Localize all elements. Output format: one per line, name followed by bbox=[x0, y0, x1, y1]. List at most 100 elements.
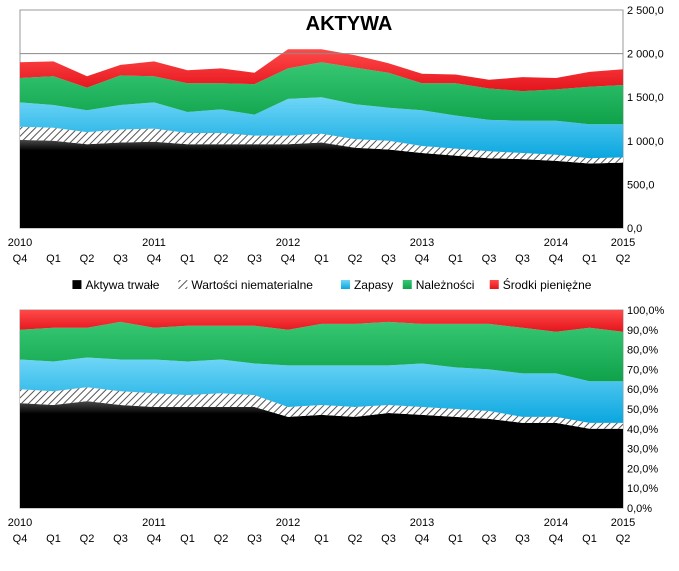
top-x-quarter-label: Q4 bbox=[147, 253, 162, 265]
legend-label: Należności bbox=[416, 278, 475, 292]
bottom-y-tick-label: 50,0% bbox=[627, 404, 658, 416]
bottom-x-quarter-label: Q2 bbox=[214, 533, 229, 545]
top-y-tick-label: 2 000,0 bbox=[627, 49, 664, 61]
bottom-x-quarter-label: Q3 bbox=[113, 533, 128, 545]
legend-swatch bbox=[72, 280, 82, 289]
legend-item-naleznosci: Należności bbox=[402, 278, 475, 292]
bottom-x-quarter-label: Q1 bbox=[582, 533, 597, 545]
top-area-zapasy bbox=[20, 97, 623, 159]
top-y-tick-label: 1 000,0 bbox=[627, 136, 664, 148]
legend-swatch bbox=[402, 280, 412, 289]
top-x-year-label: 2012 bbox=[276, 237, 300, 249]
bottom-x-quarter-label: Q4 bbox=[13, 533, 28, 545]
bottom-x-quarter-label: Q1 bbox=[314, 533, 329, 545]
top-areas bbox=[20, 49, 623, 228]
legend-label: Zapasy bbox=[354, 278, 393, 292]
top-x-year-label: 2015 bbox=[611, 237, 635, 249]
bottom-y-tick-label: 40,0% bbox=[627, 424, 658, 436]
bottom-y-tick-label: 30,0% bbox=[627, 444, 658, 456]
top-x-quarter-label: Q1 bbox=[180, 253, 195, 265]
top-x-year-label: 2014 bbox=[544, 237, 568, 249]
bottom-area-aktywa-trwale bbox=[20, 401, 623, 508]
bottom-x-quarter-label: Q3 bbox=[515, 533, 530, 545]
bottom-x-year-label: 2012 bbox=[276, 517, 300, 529]
y-tick-labels-top: 0,0 500,0 1 000,0 1 500,0 2 000,0 2 500,0 bbox=[627, 5, 664, 235]
bottom-y-tick-label: 90,0% bbox=[627, 325, 658, 337]
top-x-quarter-label: Q1 bbox=[582, 253, 597, 265]
chart-top: 0,0 500,0 1 000,0 1 500,0 2 000,0 2 500,0 201… bbox=[8, 5, 664, 265]
top-x-quarter-label: Q3 bbox=[515, 253, 530, 265]
bottom-x-quarter-label: Q4 bbox=[549, 533, 564, 545]
top-x-quarter-label: Q1 bbox=[46, 253, 61, 265]
top-x-quarter-label: Q3 bbox=[381, 253, 396, 265]
top-y-tick-label: 0,0 bbox=[627, 223, 642, 235]
bottom-x-quarter-label: Q1 bbox=[448, 533, 463, 545]
legend-swatch bbox=[489, 280, 499, 289]
x-tick-labels-bottom: 2010 Q4 Q1 Q2 Q3 2011 Q4 Q1 Q2 Q3 2012 Q4 Q1 Q2 Q3 2013… bbox=[8, 517, 635, 545]
legend-swatch bbox=[178, 280, 188, 289]
top-x-quarter-label: Q3 bbox=[113, 253, 128, 265]
bottom-x-quarter-label: Q4 bbox=[281, 533, 296, 545]
chart-bottom: 0,0% 10,0% 20,0% 30,0% 40,0% 50,0% 60,0% 70,0% 8… bbox=[8, 305, 665, 545]
bottom-y-tick-label: 100,0% bbox=[627, 305, 665, 317]
legend-label: Środki pieniężne bbox=[503, 277, 592, 292]
bottom-x-quarter-label: Q2 bbox=[348, 533, 363, 545]
top-area-srodki-pieniezne bbox=[20, 49, 623, 92]
legend-item-aktywa-trwale: Aktywa trwałe bbox=[72, 278, 160, 292]
top-x-year-label: 2011 bbox=[142, 237, 166, 249]
bottom-x-year-label: 2014 bbox=[544, 517, 568, 529]
top-x-quarter-label: Q3 bbox=[247, 253, 262, 265]
bottom-x-quarter-label: Q3 bbox=[482, 533, 497, 545]
bottom-area-zapasy bbox=[20, 357, 623, 423]
bottom-x-quarter-label: Q4 bbox=[147, 533, 162, 545]
legend-label: Aktywa trwałe bbox=[85, 278, 159, 292]
y-tick-labels-bottom: 0,0% 10,0% 20,0% 30,0% 40,0% 50,0% 60,0% 70,0% 8… bbox=[627, 305, 665, 515]
bottom-x-year-label: 2015 bbox=[611, 517, 635, 529]
bottom-x-year-label: 2011 bbox=[142, 517, 166, 529]
bottom-y-tick-label: 10,0% bbox=[627, 483, 658, 495]
top-area-aktywa-trwale bbox=[20, 139, 623, 228]
bottom-area-wartosci-niematerialne bbox=[20, 387, 623, 429]
bottom-y-tick-label: 80,0% bbox=[627, 345, 658, 357]
bottom-y-tick-label: 20,0% bbox=[627, 463, 658, 475]
top-x-quarter-label: Q1 bbox=[314, 253, 329, 265]
legend-item-srodki-pieniezne: Środki pieniężne bbox=[489, 277, 592, 292]
top-x-quarter-label: Q4 bbox=[281, 253, 296, 265]
bottom-area-naleznosci bbox=[20, 321, 623, 382]
top-x-quarter-label: Q4 bbox=[13, 253, 28, 265]
top-area-wartosci-niematerialne bbox=[20, 126, 623, 164]
top-x-quarter-label: Q2 bbox=[80, 253, 95, 265]
bottom-x-quarter-label: Q4 bbox=[415, 533, 430, 545]
bottom-x-quarter-label: Q3 bbox=[381, 533, 396, 545]
legend-item-zapasy: Zapasy bbox=[340, 278, 393, 292]
bottom-y-tick-label: 0,0% bbox=[627, 503, 652, 515]
bottom-y-tick-label: 70,0% bbox=[627, 364, 658, 376]
top-x-quarter-label: Q1 bbox=[448, 253, 463, 265]
bottom-area-srodki-pieniezne bbox=[20, 310, 623, 332]
top-x-year-label: 2013 bbox=[410, 237, 434, 249]
legend-item-wartosci-niematerialne: Wartości niematerialne bbox=[178, 278, 313, 292]
top-x-year-label: 2010 bbox=[8, 237, 32, 249]
bottom-x-year-label: 2010 bbox=[8, 517, 32, 529]
bottom-x-quarter-label: Q2 bbox=[616, 533, 631, 545]
bottom-x-quarter-label: Q1 bbox=[180, 533, 195, 545]
top-x-quarter-label: Q2 bbox=[214, 253, 229, 265]
top-x-quarter-label: Q4 bbox=[415, 253, 430, 265]
bottom-x-quarter-label: Q3 bbox=[247, 533, 262, 545]
top-x-quarter-label: Q2 bbox=[348, 253, 363, 265]
chart-title: AKTYWA bbox=[306, 13, 393, 35]
top-x-quarter-label: Q2 bbox=[616, 253, 631, 265]
bottom-x-quarter-label: Q1 bbox=[46, 533, 61, 545]
legend-label: Wartości niematerialne bbox=[191, 278, 313, 292]
legend: Aktywa trwałe Wartości niematerialne Zapas… bbox=[72, 277, 592, 292]
legend-swatch bbox=[340, 280, 350, 289]
bottom-x-quarter-label: Q2 bbox=[80, 533, 95, 545]
x-tick-labels-top: 2010 Q4 Q1 Q2 Q3 2011 Q4 Q1 Q2 Q3 2012 Q4 Q1 Q2 Q3 2013… bbox=[8, 237, 635, 265]
bottom-areas bbox=[20, 310, 623, 508]
top-y-tick-label: 2 500,0 bbox=[627, 5, 664, 17]
top-x-quarter-label: Q3 bbox=[482, 253, 497, 265]
bottom-y-tick-label: 60,0% bbox=[627, 384, 658, 396]
bottom-x-year-label: 2013 bbox=[410, 517, 434, 529]
top-area-naleznosci bbox=[20, 62, 623, 125]
